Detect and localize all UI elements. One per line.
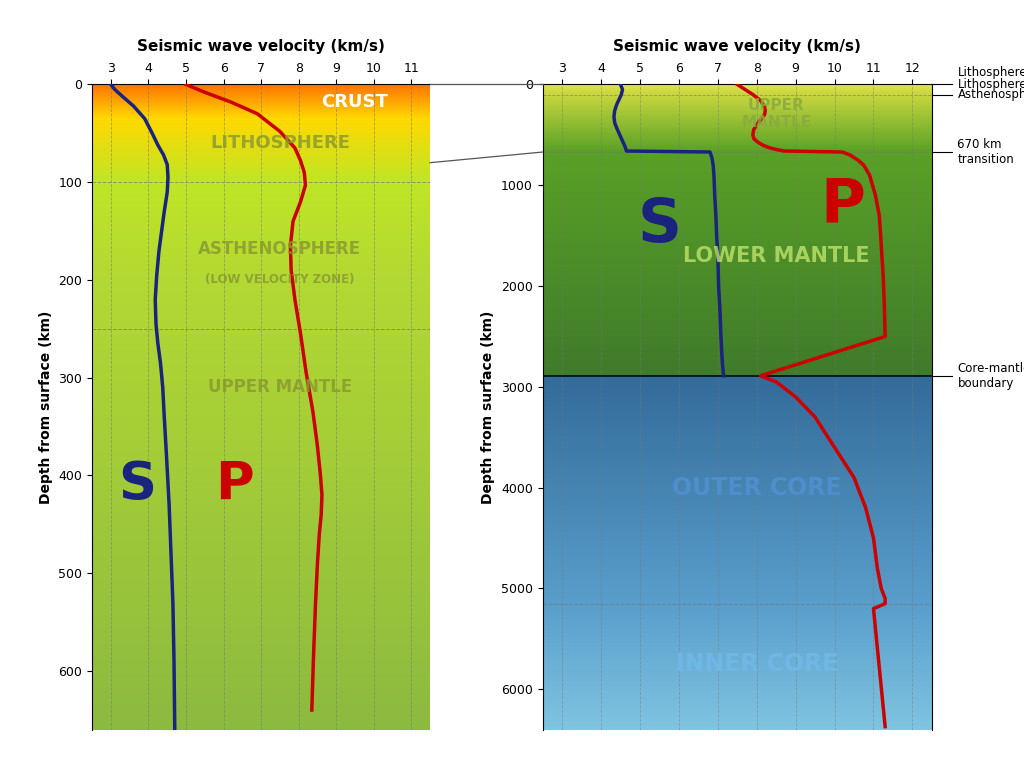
Text: ASTHENOSPHERE: ASTHENOSPHERE [199, 240, 361, 258]
Y-axis label: Depth from surface (km): Depth from surface (km) [481, 310, 496, 504]
Text: (LOW VELOCITY ZONE): (LOW VELOCITY ZONE) [205, 273, 354, 286]
Text: LOWER MANTLE: LOWER MANTLE [683, 246, 869, 266]
Text: UPPER MANTLE: UPPER MANTLE [208, 379, 352, 396]
Y-axis label: Depth from surface (km): Depth from surface (km) [39, 310, 53, 504]
Text: S: S [118, 459, 157, 511]
Text: 670 km
transition: 670 km transition [957, 138, 1014, 166]
X-axis label: Seismic wave velocity (km/s): Seismic wave velocity (km/s) [137, 38, 385, 54]
Text: LITHOSPHERE: LITHOSPHERE [210, 134, 350, 152]
Text: UPPER
MANTLE: UPPER MANTLE [741, 98, 811, 130]
X-axis label: Seismic wave velocity (km/s): Seismic wave velocity (km/s) [613, 38, 861, 54]
Text: OUTER CORE: OUTER CORE [672, 475, 842, 500]
Text: Asthenosphere: Asthenosphere [957, 88, 1024, 101]
Text: S: S [638, 196, 681, 255]
Text: Lithosphere: Lithosphere [957, 67, 1024, 79]
Text: P: P [820, 176, 865, 235]
Text: CRUST: CRUST [322, 93, 388, 111]
Text: Core-mantle
boundary: Core-mantle boundary [957, 362, 1024, 390]
Text: INNER CORE: INNER CORE [676, 652, 838, 676]
Text: Lithosphere: Lithosphere [957, 78, 1024, 91]
Text: P: P [215, 459, 254, 511]
